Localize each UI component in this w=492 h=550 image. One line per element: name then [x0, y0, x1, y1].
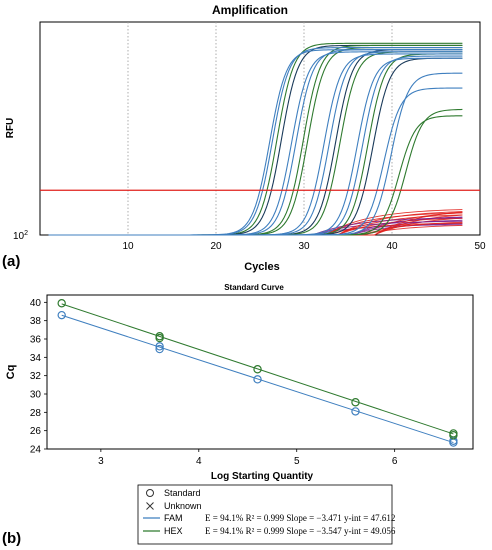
standard-curve-y-tick-label: 34	[30, 353, 42, 364]
amplification-curves	[48, 42, 463, 236]
legend-unknown-label: Unknown	[164, 501, 202, 511]
amplification-x-tick-label: 50	[474, 241, 486, 252]
standard-curve-points	[57, 299, 458, 447]
amplification-x-tick-label: 40	[386, 241, 398, 252]
hex-standard-point	[155, 333, 164, 343]
fam-standard-point	[155, 344, 164, 354]
legend-hex-stats: E = 94.1% R² = 0.999 Slope = −3.547 y-in…	[205, 526, 396, 536]
hex-fit-line	[61, 303, 454, 435]
standard-curve-x-label: Log Starting Quantity	[211, 471, 314, 482]
standard-curve-title: Standard Curve	[224, 283, 284, 292]
amplification-title: Amplification	[212, 3, 288, 17]
fam-standard-point	[253, 375, 262, 384]
standard-curve-y-tick-label: 28	[30, 408, 42, 419]
amplification-x-tick-label: 10	[122, 241, 134, 252]
standard-curve-y-tick-label: 40	[30, 298, 42, 309]
amplification-x-tick-label: 20	[210, 241, 222, 252]
standard-curve-y-tick-label: 26	[30, 426, 42, 437]
fam-amplification-curve	[48, 72, 463, 236]
standard-curve-y-tick-label: 36	[30, 335, 42, 346]
standard-curve-x-tick-label: 3	[98, 456, 104, 467]
fam-standard-point	[351, 407, 360, 416]
y-tick-exponent: 2	[24, 230, 28, 237]
amplification-x-ticks: 10 20 30 40 50	[122, 241, 486, 252]
standard-curve-y-tick-label: 30	[30, 390, 42, 401]
legend-box	[137, 484, 393, 545]
standard-curve-y-tick-label: 32	[30, 371, 42, 382]
standard-curve-y-ticks: 24 26 28 30 32 34 36 38 40	[30, 298, 47, 456]
amplification-y-tick: 102	[13, 230, 28, 242]
hex-standard-point	[253, 365, 262, 374]
panel-label-b: (b)	[2, 530, 21, 547]
standard-curve-y-tick-label: 24	[30, 445, 42, 456]
standard-curve-y-tick-label: 38	[30, 316, 42, 327]
hex-standard-point	[57, 299, 66, 308]
legend-hex-label: HEX	[164, 526, 183, 536]
amplification-y-label: RFU	[5, 118, 16, 139]
legend: Standard Unknown FAM E = 94.1% R² = 0.99…	[137, 484, 396, 545]
hex-standard-point	[351, 398, 360, 407]
standard-curve-x-tick-label: 4	[196, 456, 202, 467]
standard-marker-icon	[146, 489, 154, 497]
legend-fam-stats: E = 94.1% R² = 0.999 Slope = −3.471 y-in…	[205, 513, 395, 523]
standard-curve-y-label: Cq	[5, 365, 17, 380]
fam-standard-point	[155, 342, 164, 351]
fam-fit-line	[61, 314, 454, 444]
hex-standard-point	[449, 431, 458, 440]
legend-fam-label: FAM	[164, 513, 183, 523]
amplification-x-tick-label: 30	[298, 241, 310, 252]
standard-curve-x-ticks: 3 4 5 6	[98, 449, 398, 467]
amplification-x-label: Cycles	[244, 261, 279, 273]
panel-label-a: (a)	[2, 253, 20, 270]
fam-standard-point	[57, 310, 66, 320]
legend-standard-label: Standard	[164, 488, 201, 498]
unknown-marker-icon	[146, 502, 154, 510]
amplification-chart: Amplification 10 20 30 40 50 102 RFU Cycles …	[2, 3, 486, 273]
standard-curve-x-tick-label: 5	[294, 456, 300, 467]
standard-curve-fit-lines	[61, 303, 454, 444]
standard-curve-x-tick-label: 6	[392, 456, 398, 467]
